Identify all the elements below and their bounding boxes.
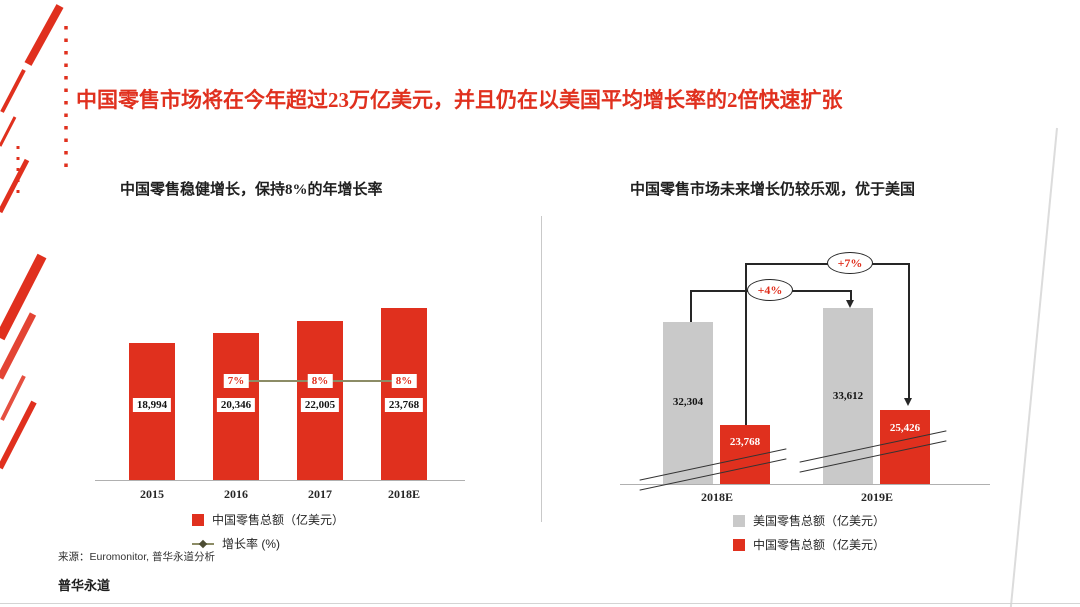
value-label-china-2018e: 23,768 bbox=[729, 436, 761, 448]
diamond-marker bbox=[198, 539, 208, 548]
growth-label-2017: 8% bbox=[307, 374, 333, 388]
line-dot-marker bbox=[192, 539, 214, 548]
legend-label: 中国零售总额（亿美元） bbox=[753, 538, 886, 552]
value-label-2015: 18,994 bbox=[132, 398, 172, 412]
decorative-stripes bbox=[0, 4, 68, 470]
cn-arrow-down-icon bbox=[904, 398, 912, 406]
value-label-us-2019e: 33,612 bbox=[832, 390, 864, 402]
x-axis-label-2018e: 2018E bbox=[387, 487, 420, 501]
left-chart-title: 中国零售稳健增长，保持8%的年增长率 bbox=[120, 182, 383, 198]
red-square-marker bbox=[192, 513, 204, 526]
bar-china-2015 bbox=[129, 343, 175, 481]
us-arrow-down-icon bbox=[846, 300, 854, 308]
legend-item-china-total: 中国零售总额（亿美元） bbox=[192, 511, 344, 528]
value-label-2017: 22,005 bbox=[300, 398, 340, 412]
red-square-marker bbox=[733, 538, 745, 551]
bar-us-2019e bbox=[823, 308, 873, 485]
growth-label-2018e: 8% bbox=[391, 374, 417, 388]
x-axis-label-2015: 2015 bbox=[140, 487, 164, 501]
legend-label: 美国零售总额（亿美元） bbox=[753, 514, 886, 528]
us-growth-annotation: +4% bbox=[747, 279, 793, 301]
growth-label-2016: 7% bbox=[223, 374, 249, 388]
x-axis-label-2018e: 2018E bbox=[700, 490, 733, 504]
right-chart-title: 中国零售市场未来增长仍较乐观，优于美国 bbox=[630, 182, 916, 198]
legend-item-growth-rate: 增长率 (%) bbox=[192, 535, 344, 552]
bottom-rule bbox=[0, 603, 1080, 604]
x-axis-line bbox=[95, 480, 465, 481]
cn-growth-annotation: +7% bbox=[827, 252, 873, 274]
legend-item-china-total: 中国零售总额（亿美元） bbox=[733, 536, 885, 553]
legend-label: 增长率 (%) bbox=[222, 537, 280, 551]
page-title: 中国零售市场将在今年超过23万亿美元，并且仍在以美国平均增长率的2倍快速扩张 bbox=[76, 88, 843, 112]
panel-divider bbox=[541, 216, 542, 522]
left-chart-legend: 中国零售总额（亿美元） 增长率 (%) bbox=[192, 511, 344, 552]
value-label-2016: 20,346 bbox=[216, 398, 256, 412]
value-label-us-2018e: 32,304 bbox=[672, 396, 704, 408]
legend-item-us-total: 美国零售总额（亿美元） bbox=[733, 512, 885, 529]
source-note: 来源：Euromonitor, 普华永道分析 bbox=[58, 551, 215, 563]
x-axis-line bbox=[620, 484, 990, 485]
bar-china-2019e bbox=[880, 410, 930, 485]
pwc-logo-text: 普华永道 bbox=[58, 578, 111, 593]
us-connector-down-line bbox=[850, 290, 852, 302]
value-label-china-2019e: 25,426 bbox=[889, 422, 921, 434]
x-axis-label-2017: 2017 bbox=[308, 487, 332, 501]
cn-connector-down-line bbox=[908, 263, 910, 400]
x-axis-label-2019e: 2019E bbox=[860, 490, 893, 504]
left-chart: 7% 8% 8% 18,994 20,346 22,005 23,768 201… bbox=[95, 240, 465, 501]
corner-diagonal-line bbox=[1008, 127, 1058, 607]
right-chart-legend: 美国零售总额（亿美元） 中国零售总额（亿美元） bbox=[733, 512, 885, 553]
gray-square-marker bbox=[733, 514, 745, 527]
bar-us-2018e bbox=[663, 322, 713, 485]
legend-label: 中国零售总额（亿美元） bbox=[212, 513, 345, 527]
value-label-2018e: 23,768 bbox=[384, 398, 424, 412]
bar-china-2018e bbox=[720, 425, 770, 485]
cn-connector-up-line bbox=[745, 263, 747, 425]
us-connector-up-line bbox=[690, 290, 692, 322]
x-axis-label-2016: 2016 bbox=[224, 487, 248, 501]
right-chart: 32,304 23,768 33,612 25,426 +4% +7% 2018… bbox=[620, 240, 990, 504]
bar-china-2018e bbox=[381, 308, 427, 481]
